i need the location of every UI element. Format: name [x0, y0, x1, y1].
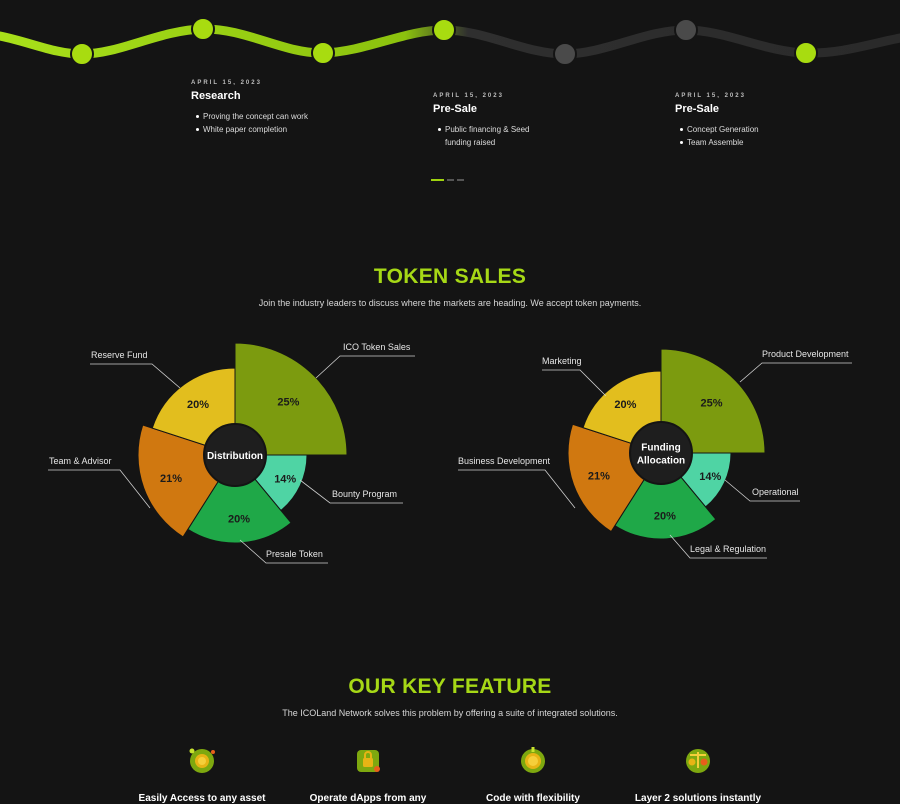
feature-label: Layer 2 solutions instantly [634, 793, 762, 804]
leader-line [315, 355, 415, 379]
roadmap-pager [431, 179, 464, 181]
leader-line [739, 362, 852, 383]
slice-value-label: 25% [277, 397, 299, 409]
token-sales-subtitle: Join the industry leaders to discuss whe… [258, 298, 642, 308]
timeline-dot [674, 18, 698, 42]
chart-title: Funding [641, 443, 680, 454]
slice-category-label: Team & Advisor [49, 456, 112, 466]
pie-slice-ico-token-sales[interactable] [234, 342, 348, 456]
slice-category-label: Reserve Fund [91, 350, 148, 360]
timeline-dots [70, 17, 818, 66]
key-feature-title: OUR KEY FEATURE [348, 675, 552, 698]
feature-item[interactable]: Code with flexibility [448, 745, 618, 804]
feature-item[interactable]: Easily Access to any asset [117, 745, 287, 804]
coin-code-icon [521, 747, 545, 773]
milestone-point: Public financing & Seed funding raised [438, 123, 555, 149]
chart-title: Allocation [637, 456, 685, 467]
slice-category-label: Presale Token [266, 549, 323, 559]
leader-line [458, 469, 576, 509]
funding-allocation-chart: 25% Product Development 14% Operational 20% L… [458, 348, 852, 559]
donut-center [203, 423, 267, 487]
milestone-point: Proving the concept can work [196, 110, 313, 123]
slice-category-label: Marketing [542, 356, 582, 366]
pie-slice-legal-and-regulation[interactable] [614, 452, 717, 540]
token-sales-title: TOKEN SALES [373, 265, 527, 288]
feature-list: Easily Access to any asset Operate dApps… [0, 745, 900, 804]
leader-line [239, 539, 328, 564]
timeline-dot [70, 42, 94, 66]
distribution-chart: 25% ICO Token Sales 14% Bounty Program 20% Pr… [48, 342, 415, 564]
slice-category-label: Business Development [458, 456, 551, 466]
pager-dot[interactable] [457, 179, 464, 181]
milestone-points: Concept Generation Team Assemble [675, 123, 875, 149]
slice-value-label: 20% [614, 399, 636, 411]
milestone-point: Team Assemble [680, 136, 797, 149]
leader-line [669, 534, 767, 559]
timeline-dot [432, 18, 456, 42]
milestone-title: Pre-Sale [675, 103, 720, 115]
feature-item[interactable]: Operate dApps from any [283, 745, 453, 804]
feature-label: Easily Access to any asset [138, 793, 266, 804]
milestone-1: APRIL 15, 2023 Research Proving the conc… [191, 80, 391, 136]
feature-label: Code with flexibility [486, 793, 580, 804]
timeline-dot [311, 41, 335, 65]
milestone-date: APRIL 15, 2023 [675, 93, 746, 99]
slice-category-label: Bounty Program [332, 489, 397, 499]
slice-category-label: Product Development [762, 349, 849, 359]
slice-category-label: Legal & Regulation [690, 544, 766, 554]
milestone-title: Pre-Sale [433, 103, 478, 115]
token-charts: 25% ICO Token Sales 14% Bounty Program 20% Pr… [48, 342, 852, 564]
leader-line [299, 479, 403, 504]
milestone-date: APRIL 15, 2023 [433, 93, 504, 99]
milestone-point: White paper completion [196, 123, 313, 136]
timeline-dot [794, 41, 818, 65]
donut-center [629, 421, 693, 485]
leader-line [90, 363, 181, 389]
slice-value-label: 20% [228, 513, 250, 525]
roadmap-timeline [0, 17, 900, 66]
slice-value-label: 20% [654, 510, 676, 522]
roadmap-section: APRIL 15, 2023 Research Proving the conc… [0, 0, 900, 200]
milestone-points: Proving the concept can work White paper… [191, 110, 391, 136]
milestone-title: Research [191, 90, 241, 102]
slice-category-label: Operational [752, 487, 799, 497]
milestone-point: Concept Generation [680, 123, 797, 136]
key-feature-subtitle: The ICOLand Network solves this problem … [282, 708, 618, 718]
milestone-date: APRIL 15, 2023 [191, 80, 262, 86]
pager-dot[interactable] [447, 179, 454, 181]
feature-item[interactable]: Layer 2 solutions instantly [613, 745, 783, 804]
pie-slice-product-development[interactable] [660, 348, 766, 454]
slice-value-label: 20% [187, 399, 209, 411]
timeline-dot [191, 17, 215, 41]
milestone-points: Public financing & Seed funding raised [433, 123, 633, 149]
leader-line [724, 479, 800, 502]
chart-title: Distribution [207, 451, 263, 462]
pie-slice-presale-token[interactable] [187, 454, 292, 544]
leader-line [48, 469, 151, 509]
coin-globe-icon [189, 748, 215, 773]
slice-category-label: ICO Token Sales [343, 342, 411, 352]
slice-value-label: 21% [160, 473, 182, 485]
feature-label: Operate dApps from any [309, 793, 427, 804]
leader-line [542, 369, 607, 397]
slice-value-label: 21% [588, 470, 610, 482]
milestone-3: APRIL 15, 2023 Pre-Sale Concept Generati… [675, 93, 875, 149]
slice-value-label: 14% [699, 471, 721, 483]
slice-value-label: 25% [701, 397, 723, 409]
timeline-dot [553, 42, 577, 66]
scales-icon [686, 749, 710, 773]
slice-value-label: 14% [274, 474, 296, 486]
dapp-lock-icon [357, 750, 380, 772]
pager-dot-active[interactable] [431, 179, 444, 181]
milestone-2: APRIL 15, 2023 Pre-Sale Public financing… [433, 93, 633, 149]
